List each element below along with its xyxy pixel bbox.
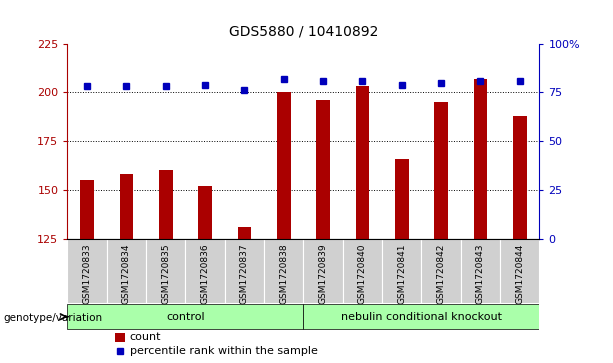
Bar xyxy=(395,159,409,239)
Text: GSM1720834: GSM1720834 xyxy=(122,244,131,304)
Bar xyxy=(303,239,343,302)
Bar xyxy=(316,100,330,239)
Text: GSM1720833: GSM1720833 xyxy=(83,244,91,305)
Text: GSM1720841: GSM1720841 xyxy=(397,244,406,304)
Bar xyxy=(80,180,94,239)
Text: count: count xyxy=(130,333,161,342)
Bar xyxy=(422,239,461,302)
Text: GSM1720842: GSM1720842 xyxy=(436,244,446,304)
Bar xyxy=(146,239,186,302)
Bar xyxy=(513,116,527,239)
Bar xyxy=(356,86,369,239)
Text: GSM1720835: GSM1720835 xyxy=(161,244,170,305)
Bar xyxy=(115,333,125,342)
Text: percentile rank within the sample: percentile rank within the sample xyxy=(130,346,318,356)
Bar xyxy=(264,239,303,302)
Bar xyxy=(120,174,133,239)
Bar xyxy=(186,239,225,302)
Bar xyxy=(500,239,539,302)
Bar xyxy=(107,239,146,302)
Bar xyxy=(434,102,448,239)
Text: GSM1720837: GSM1720837 xyxy=(240,244,249,305)
Bar xyxy=(198,186,212,239)
Bar xyxy=(67,239,107,302)
Bar xyxy=(238,227,251,239)
Bar xyxy=(474,79,487,239)
Text: GSM1720836: GSM1720836 xyxy=(200,244,210,305)
Text: GSM1720844: GSM1720844 xyxy=(516,244,524,304)
Text: nebulin conditional knockout: nebulin conditional knockout xyxy=(341,312,502,322)
Text: GSM1720843: GSM1720843 xyxy=(476,244,485,304)
Text: GSM1720839: GSM1720839 xyxy=(319,244,327,305)
Text: genotype/variation: genotype/variation xyxy=(3,313,102,323)
Bar xyxy=(225,239,264,302)
Text: control: control xyxy=(166,312,205,322)
Text: GSM1720838: GSM1720838 xyxy=(280,244,288,305)
Bar xyxy=(382,239,422,302)
Bar xyxy=(303,304,539,330)
Bar xyxy=(159,170,173,239)
Title: GDS5880 / 10410892: GDS5880 / 10410892 xyxy=(229,24,378,38)
Bar xyxy=(461,239,500,302)
Text: GSM1720840: GSM1720840 xyxy=(358,244,367,304)
Bar xyxy=(343,239,382,302)
Bar xyxy=(277,92,291,239)
Bar xyxy=(67,304,303,330)
